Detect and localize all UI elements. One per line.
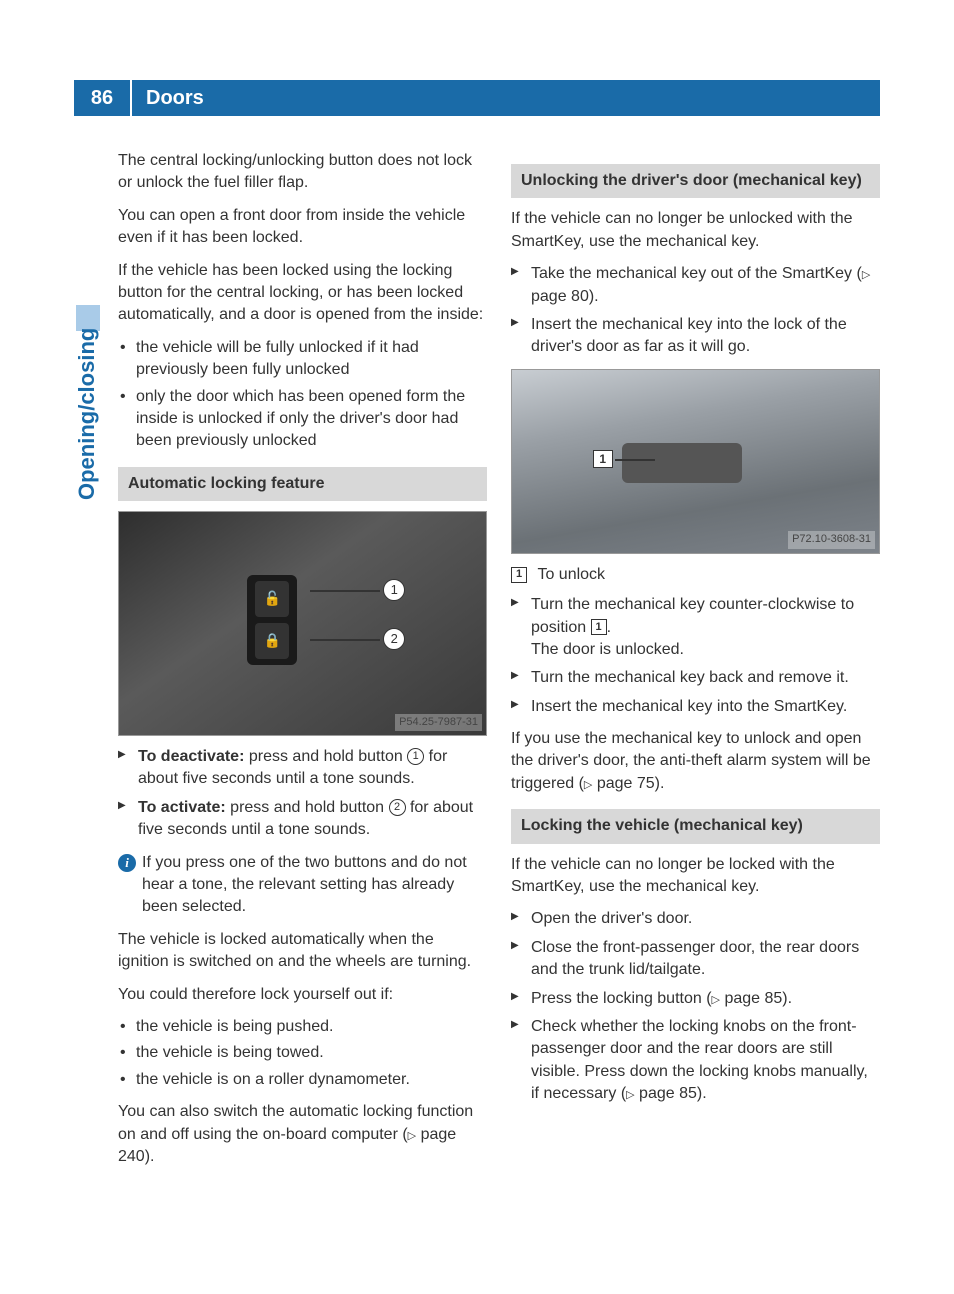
page-ref: page 75).	[592, 775, 664, 792]
list-item: the vehicle is being pushed.	[118, 1016, 487, 1038]
figure-caption: P54.25-7987-31	[395, 714, 482, 731]
list-item: Open the driver's door.	[511, 908, 880, 930]
figure-automatic-locking: 🔓 🔒 1 2 P54.25-7987-31	[118, 511, 487, 736]
page-ref-icon: ▷	[626, 1089, 634, 1101]
list-item: the vehicle will be fully unlocked if it…	[118, 337, 487, 382]
list-item: Turn the mechanical key counter-clockwis…	[511, 594, 880, 661]
step-text: Turn the mechanical key counter-clockwis…	[531, 596, 854, 635]
step-line2: The door is unlocked.	[531, 641, 684, 658]
sub-heading: Automatic locking feature	[118, 467, 487, 501]
page-number: 86	[74, 80, 130, 116]
callout-line	[310, 639, 380, 641]
step-list: Turn the mechanical key counter-clockwis…	[511, 594, 880, 718]
legend-row: 1 To unlock	[511, 564, 880, 586]
sub-heading: Locking the vehicle (mechanical key)	[511, 809, 880, 843]
info-icon: i	[118, 854, 136, 872]
paragraph: You can also switch the automatic lockin…	[118, 1101, 487, 1168]
page-ref-icon: ▷	[862, 269, 870, 281]
list-item: Insert the mechanical key into the Smart…	[511, 696, 880, 718]
section-title: Doors	[130, 80, 880, 116]
legend-num-box: 1	[511, 567, 527, 583]
step-text: press and hold button	[244, 748, 407, 765]
list-item: Insert the mechanical key into the lock …	[511, 314, 880, 359]
page-ref-icon: ▷	[712, 994, 720, 1006]
callout-box-1: 1	[593, 450, 613, 468]
step-list: Open the driver's door. Close the front-…	[511, 908, 880, 1105]
list-item: To deactivate: press and hold button 1 f…	[118, 746, 487, 791]
side-section-label: Opening/closing	[74, 328, 100, 500]
paragraph: If the vehicle can no longer be locked w…	[511, 854, 880, 899]
ref-box-1: 1	[591, 619, 607, 635]
figure-door-lock: 1 P72.10-3608-31	[511, 369, 880, 554]
paragraph: The central locking/unlocking button doe…	[118, 150, 487, 195]
sub-heading: Unlocking the driver's door (mechanical …	[511, 164, 880, 198]
info-text: If you press one of the two buttons and …	[142, 854, 467, 916]
callout-line	[615, 459, 655, 461]
list-item: Check whether the locking knobs on the f…	[511, 1016, 880, 1106]
step-list: To deactivate: press and hold button 1 f…	[118, 746, 487, 842]
ref-circle-2: 2	[389, 799, 406, 816]
list-item: Press the locking button (▷ page 85).	[511, 988, 880, 1010]
list-item: To activate: press and hold button 2 for…	[118, 797, 487, 842]
list-item: only the door which has been opened form…	[118, 386, 487, 453]
figure-background	[119, 512, 486, 735]
paragraph: If the vehicle can no longer be unlocked…	[511, 208, 880, 253]
paragraph: You can open a front door from inside th…	[118, 205, 487, 250]
step-text: Open the driver's door.	[531, 910, 692, 927]
lock-button-graphic: 🔒	[255, 623, 289, 659]
ref-circle-1: 1	[407, 748, 424, 765]
step-text: Insert the mechanical key into the lock …	[531, 316, 847, 355]
list-item: Close the front-passenger door, the rear…	[511, 937, 880, 982]
step-bold: To activate:	[138, 799, 226, 816]
page-ref: page 80).	[531, 288, 599, 305]
list-item: the vehicle is being towed.	[118, 1042, 487, 1064]
bullet-list: the vehicle is being pushed. the vehicle…	[118, 1016, 487, 1091]
step-bold: To deactivate:	[138, 748, 244, 765]
page-ref: page 85).	[635, 1085, 707, 1102]
paragraph: If you use the mechanical key to unlock …	[511, 728, 880, 795]
paragraph: You could therefore lock yourself out if…	[118, 984, 487, 1006]
paragraph: If the vehicle has been locked using the…	[118, 260, 487, 327]
step-text: Take the mechanical key out of the Smart…	[531, 265, 862, 282]
page-ref: page 85).	[720, 990, 792, 1007]
right-column: Unlocking the driver's door (mechanical …	[511, 150, 880, 1224]
legend-text: To unlock	[537, 566, 605, 583]
bullet-list: the vehicle will be fully unlocked if it…	[118, 337, 487, 453]
page-header: 86 Doors	[74, 80, 880, 116]
step-list: Take the mechanical key out of the Smart…	[511, 263, 880, 359]
step-text: .	[607, 619, 611, 636]
text: If you use the mechanical key to unlock …	[511, 730, 871, 792]
left-column: The central locking/unlocking button doe…	[118, 150, 487, 1224]
info-note: i If you press one of the two buttons an…	[118, 852, 487, 919]
step-text: Insert the mechanical key into the Smart…	[531, 698, 847, 715]
content-area: The central locking/unlocking button doe…	[118, 150, 880, 1224]
figure-caption: P72.10-3608-31	[788, 531, 875, 548]
button-cluster: 🔓 🔒	[247, 575, 297, 665]
step-text: Close the front-passenger door, the rear…	[531, 939, 859, 978]
step-text: Turn the mechanical key back and remove …	[531, 669, 849, 686]
paragraph: The vehicle is locked automatically when…	[118, 929, 487, 974]
step-text: Press the locking button (	[531, 990, 712, 1007]
callout-line	[310, 590, 380, 592]
unlock-button-graphic: 🔓	[255, 581, 289, 617]
step-text: press and hold button	[226, 799, 389, 816]
door-handle-graphic	[622, 443, 742, 483]
page-ref-icon: ▷	[408, 1130, 416, 1142]
list-item: Turn the mechanical key back and remove …	[511, 667, 880, 689]
list-item: the vehicle is on a roller dynamometer.	[118, 1069, 487, 1091]
list-item: Take the mechanical key out of the Smart…	[511, 263, 880, 308]
